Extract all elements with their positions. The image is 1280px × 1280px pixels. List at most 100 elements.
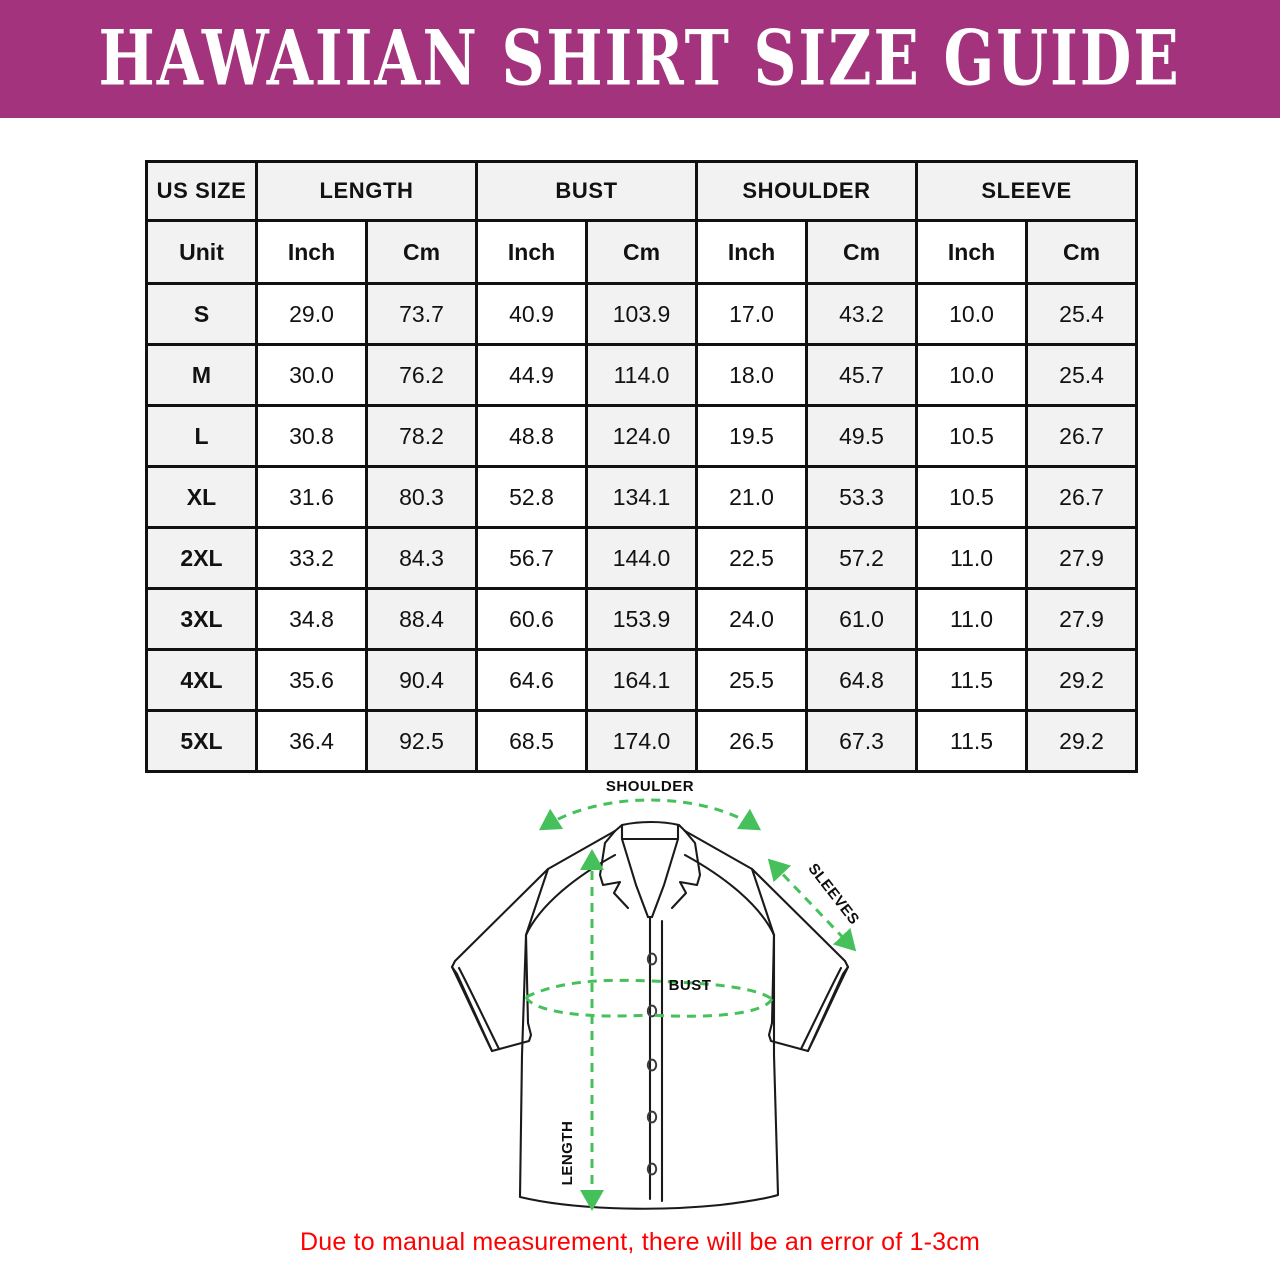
- cell-shoulder-cm: 64.8: [805, 648, 919, 712]
- table-row: 3XL 34.8 88.4 60.6 153.9 24.0 61.0 11.0 27.9: [145, 587, 1139, 651]
- cell-bust-cm: 124.0: [585, 404, 699, 468]
- cell-sleeve-inch: 11.5: [915, 709, 1029, 773]
- cell-sleeve-inch: 11.0: [915, 526, 1029, 590]
- bust-label: BUST: [669, 977, 712, 994]
- cell-sleeve-cm: 29.2: [1025, 648, 1139, 712]
- cell-sleeve-inch: 10.5: [915, 465, 1029, 529]
- size-table-body: S 29.0 73.7 40.9 103.9 17.0 43.2 10.0 25.4 M 30.0 7…: [145, 282, 1139, 773]
- cell-sleeve-inch: 10.0: [915, 343, 1029, 407]
- cell-bust-inch: 68.5: [475, 709, 589, 773]
- column-header-length: LENGTH: [254, 160, 479, 222]
- cell-shoulder-inch: 22.5: [695, 526, 809, 590]
- table-group-header-row: US SIZE LENGTH BUST SHOULDER SLEEVE: [145, 160, 1139, 222]
- cell-shoulder-cm: 53.3: [805, 465, 919, 529]
- cell-us-size: M: [145, 343, 258, 407]
- cell-sleeve-cm: 25.4: [1025, 282, 1139, 346]
- column-header-us-size: US SIZE: [145, 160, 258, 222]
- cell-sleeve-inch: 10.5: [915, 404, 1029, 468]
- table-row: M 30.0 76.2 44.9 114.0 18.0 45.7 10.0 25.4: [145, 343, 1139, 407]
- cell-bust-cm: 164.1: [585, 648, 699, 712]
- measurement-disclaimer: Due to manual measurement, there will be…: [300, 1228, 980, 1256]
- cell-length-cm: 92.5: [364, 709, 479, 773]
- cell-length-inch: 34.8: [255, 587, 368, 651]
- cell-bust-cm: 103.9: [585, 282, 699, 346]
- table-row: L 30.8 78.2 48.8 124.0 19.5 49.5 10.5 26.7: [145, 404, 1139, 468]
- cell-us-size: 2XL: [145, 526, 258, 590]
- unit-header-bust-inch: Inch: [475, 219, 589, 285]
- cell-length-inch: 30.8: [255, 404, 368, 468]
- cell-shoulder-cm: 45.7: [805, 343, 919, 407]
- cell-length-cm: 80.3: [364, 465, 479, 529]
- bust-measure-arrow: [525, 978, 773, 1001]
- shoulder-label: SHOULDER: [606, 778, 694, 795]
- cell-shoulder-inch: 18.0: [695, 343, 809, 407]
- cell-length-cm: 90.4: [364, 648, 479, 712]
- cell-bust-inch: 60.6: [475, 587, 589, 651]
- table-row: S 29.0 73.7 40.9 103.9 17.0 43.2 10.0 25.4: [145, 282, 1139, 346]
- cell-sleeve-cm: 29.2: [1025, 709, 1139, 773]
- cell-bust-cm: 114.0: [585, 343, 699, 407]
- cell-length-inch: 29.0: [255, 282, 368, 346]
- size-table-container: US SIZE LENGTH BUST SHOULDER SLEEVE Unit…: [145, 160, 1139, 773]
- cell-bust-inch: 40.9: [475, 282, 589, 346]
- cell-us-size: S: [145, 282, 258, 346]
- size-chart-table: US SIZE LENGTH BUST SHOULDER SLEEVE Unit…: [145, 160, 1139, 773]
- cell-length-inch: 35.6: [255, 648, 368, 712]
- unit-header-sleeve-cm: Cm: [1025, 219, 1139, 285]
- cell-shoulder-inch: 21.0: [695, 465, 809, 529]
- cell-sleeve-cm: 26.7: [1025, 465, 1139, 529]
- sleeves-label: SLEEVES: [804, 860, 862, 928]
- cell-bust-inch: 56.7: [475, 526, 589, 590]
- column-header-sleeve: SLEEVE: [915, 160, 1139, 222]
- page-title: Hawaiian Shirt Size Guide: [98, 13, 1182, 103]
- cell-length-inch: 31.6: [255, 465, 368, 529]
- cell-us-size: 5XL: [145, 709, 258, 773]
- cell-length-inch: 30.0: [255, 343, 368, 407]
- cell-sleeve-inch: 11.5: [915, 648, 1029, 712]
- cell-sleeve-cm: 27.9: [1025, 587, 1139, 651]
- cell-shoulder-cm: 61.0: [805, 587, 919, 651]
- cell-bust-inch: 48.8: [475, 404, 589, 468]
- unit-header-shoulder-cm: Cm: [805, 219, 919, 285]
- cell-bust-inch: 52.8: [475, 465, 589, 529]
- cell-us-size: XL: [145, 465, 258, 529]
- cell-us-size: L: [145, 404, 258, 468]
- cell-shoulder-inch: 25.5: [695, 648, 809, 712]
- cell-sleeve-cm: 25.4: [1025, 343, 1139, 407]
- column-header-shoulder: SHOULDER: [695, 160, 919, 222]
- cell-shoulder-cm: 43.2: [805, 282, 919, 346]
- unit-header-shoulder-inch: Inch: [695, 219, 809, 285]
- cell-sleeve-inch: 11.0: [915, 587, 1029, 651]
- unit-header-length-inch: Inch: [255, 219, 368, 285]
- table-row: 5XL 36.4 92.5 68.5 174.0 26.5 67.3 11.5 29.2: [145, 709, 1139, 773]
- cell-sleeve-cm: 27.9: [1025, 526, 1139, 590]
- cell-shoulder-cm: 57.2: [805, 526, 919, 590]
- unit-header-sleeve-inch: Inch: [915, 219, 1029, 285]
- cell-us-size: 4XL: [145, 648, 258, 712]
- unit-header-us-size: Unit: [145, 219, 258, 285]
- cell-shoulder-inch: 26.5: [695, 709, 809, 773]
- cell-sleeve-inch: 10.0: [915, 282, 1029, 346]
- cell-bust-inch: 44.9: [475, 343, 589, 407]
- cell-length-cm: 84.3: [364, 526, 479, 590]
- cell-bust-cm: 153.9: [585, 587, 699, 651]
- cell-bust-inch: 64.6: [475, 648, 589, 712]
- shirt-measurement-diagram: SHOULDER SLEEVES BUST LENGTH: [400, 765, 900, 1235]
- cell-shoulder-inch: 24.0: [695, 587, 809, 651]
- cell-length-inch: 36.4: [255, 709, 368, 773]
- cell-bust-cm: 174.0: [585, 709, 699, 773]
- cell-us-size: 3XL: [145, 587, 258, 651]
- cell-shoulder-cm: 49.5: [805, 404, 919, 468]
- table-unit-header-row: Unit Inch Cm Inch Cm Inch Cm Inch Cm: [145, 219, 1139, 285]
- cell-shoulder-inch: 17.0: [695, 282, 809, 346]
- table-row: XL 31.6 80.3 52.8 134.1 21.0 53.3 10.5 26.7: [145, 465, 1139, 529]
- column-header-bust: BUST: [475, 160, 699, 222]
- unit-header-bust-cm: Cm: [585, 219, 699, 285]
- cell-bust-cm: 144.0: [585, 526, 699, 590]
- sleeves-measure-arrow: [767, 858, 857, 952]
- bust-measure-arc-back-right: [649, 998, 774, 1018]
- cell-sleeve-cm: 26.7: [1025, 404, 1139, 468]
- table-row: 4XL 35.6 90.4 64.6 164.1 25.5 64.8 11.5 29.2: [145, 648, 1139, 712]
- cell-length-cm: 88.4: [364, 587, 479, 651]
- cell-shoulder-cm: 67.3: [805, 709, 919, 773]
